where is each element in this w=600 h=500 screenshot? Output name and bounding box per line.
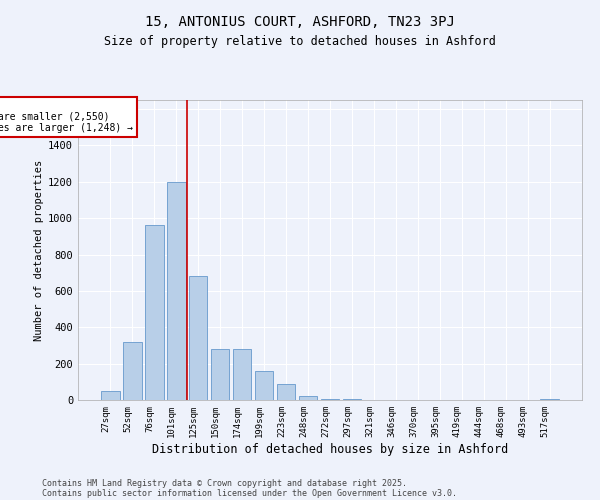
Bar <box>299 396 317 400</box>
Bar <box>167 182 185 400</box>
Text: 15, ANTONIUS COURT, ASHFORD, TN23 3PJ: 15, ANTONIUS COURT, ASHFORD, TN23 3PJ <box>145 15 455 29</box>
Y-axis label: Number of detached properties: Number of detached properties <box>34 160 44 340</box>
Text: Size of property relative to detached houses in Ashford: Size of property relative to detached ho… <box>104 35 496 48</box>
Bar <box>541 399 559 400</box>
Text: Contains public sector information licensed under the Open Government Licence v3: Contains public sector information licen… <box>42 488 457 498</box>
Bar <box>211 349 229 400</box>
Bar <box>123 342 142 400</box>
Bar <box>101 391 119 400</box>
Bar <box>343 399 361 400</box>
Bar <box>145 226 164 400</box>
Text: 15 ANTONIUS COURT: 126sqm
← 67% of detached houses are smaller (2,550)
33% of se: 15 ANTONIUS COURT: 126sqm ← 67% of detac… <box>0 100 133 133</box>
Bar <box>277 384 295 400</box>
X-axis label: Distribution of detached houses by size in Ashford: Distribution of detached houses by size … <box>152 442 508 456</box>
Bar <box>320 399 340 400</box>
Bar <box>233 349 251 400</box>
Text: Contains HM Land Registry data © Crown copyright and database right 2025.: Contains HM Land Registry data © Crown c… <box>42 478 407 488</box>
Bar <box>255 371 274 400</box>
Bar <box>189 276 208 400</box>
